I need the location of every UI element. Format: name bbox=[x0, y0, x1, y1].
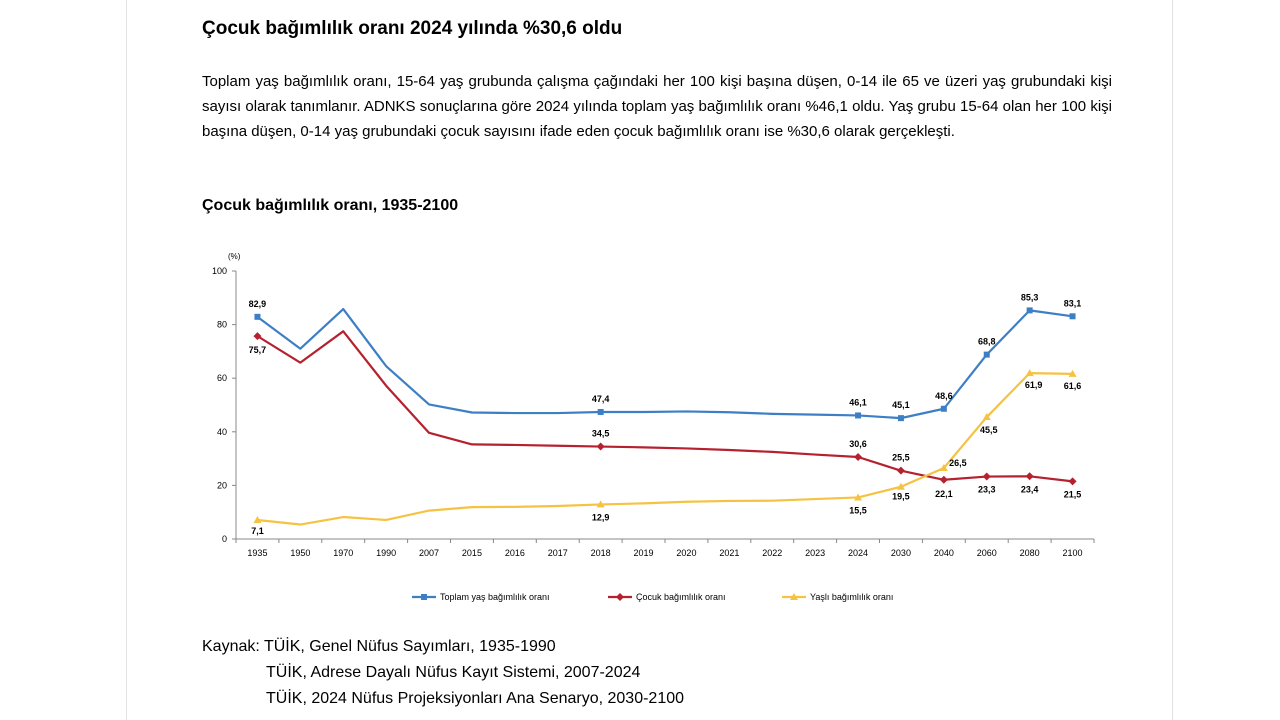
x-tick-label: 2022 bbox=[762, 548, 782, 558]
data-point-total bbox=[855, 412, 862, 419]
data-point-child bbox=[854, 452, 863, 461]
page-border-left bbox=[126, 0, 127, 720]
data-point-elderly bbox=[1025, 369, 1034, 377]
data-label-child: 30,6 bbox=[849, 439, 867, 449]
legend-marker-total bbox=[421, 594, 427, 600]
legend-marker-elderly bbox=[790, 593, 798, 600]
data-label-elderly: 45,5 bbox=[980, 425, 998, 435]
y-tick-label: 60 bbox=[217, 373, 227, 383]
data-point-child bbox=[896, 466, 905, 475]
series-line-child bbox=[256, 330, 1073, 483]
data-point-child bbox=[982, 472, 991, 481]
data-point-total bbox=[897, 415, 904, 422]
data-point-elderly bbox=[854, 493, 863, 501]
data-label-elderly: 61,9 bbox=[1025, 380, 1043, 390]
x-tick-label: 1950 bbox=[290, 548, 310, 558]
x-tick-label: 1935 bbox=[247, 548, 267, 558]
x-tick-label: 2023 bbox=[805, 548, 825, 558]
x-tick-label: 2021 bbox=[719, 548, 739, 558]
source-line-3: TÜİK, 2024 Nüfus Projeksiyonları Ana Sen… bbox=[266, 690, 685, 707]
data-point-child bbox=[939, 475, 948, 484]
x-tick-label: 2100 bbox=[1063, 548, 1083, 558]
data-label-child: 34,5 bbox=[592, 429, 610, 439]
x-tick-label: 2019 bbox=[634, 548, 654, 558]
data-point-elderly bbox=[1068, 369, 1077, 377]
x-tick-label: 2040 bbox=[934, 548, 954, 558]
x-tick-label: 2017 bbox=[548, 548, 568, 558]
source-line-1: Kaynak: TÜİK, Genel Nüfus Sayımları, 193… bbox=[202, 634, 684, 660]
legend-marker-child bbox=[616, 593, 624, 601]
data-label-total: 82,9 bbox=[249, 299, 267, 309]
data-point-total bbox=[983, 351, 990, 358]
data-point-elderly bbox=[596, 500, 605, 508]
x-tick-label: 2030 bbox=[891, 548, 911, 558]
data-label-total: 45,1 bbox=[892, 400, 910, 410]
data-point-elderly bbox=[939, 463, 948, 471]
chart-title: Çocuk bağımlılık oranı, 1935-2100 bbox=[202, 197, 459, 214]
data-label-elderly: 7,1 bbox=[251, 526, 264, 536]
legend-label-elderly: Yaşlı bağımlılık oranı bbox=[810, 592, 893, 602]
data-label-total: 48,6 bbox=[935, 391, 953, 401]
data-point-child bbox=[1068, 477, 1077, 486]
data-label-total: 68,8 bbox=[978, 337, 996, 347]
data-point-total bbox=[1069, 313, 1076, 320]
data-point-elderly bbox=[896, 482, 905, 490]
data-label-elderly: 12,9 bbox=[592, 512, 610, 522]
data-point-total bbox=[597, 408, 604, 415]
data-label-child: 23,4 bbox=[1021, 484, 1039, 494]
y-tick-label: 100 bbox=[212, 266, 227, 276]
x-tick-label: 2015 bbox=[462, 548, 482, 558]
data-point-child bbox=[596, 442, 605, 451]
series-line-elderly bbox=[257, 372, 1073, 526]
y-tick-label: 0 bbox=[222, 534, 227, 544]
legend-label-total: Toplam yaş bağımlılık oranı bbox=[440, 592, 550, 602]
y-tick-label: 80 bbox=[217, 320, 227, 330]
data-label-total: 85,3 bbox=[1021, 292, 1039, 302]
data-label-total: 83,1 bbox=[1064, 298, 1082, 308]
source-text-1: TÜİK, Genel Nüfus Sayımları, 1935-1990 bbox=[263, 638, 556, 655]
data-point-total bbox=[254, 313, 261, 320]
data-label-child: 75,7 bbox=[249, 345, 267, 355]
x-tick-label: 2060 bbox=[977, 548, 997, 558]
source-block: Kaynak: TÜİK, Genel Nüfus Sayımları, 193… bbox=[202, 634, 684, 712]
data-point-total bbox=[940, 405, 947, 412]
source-label: Kaynak: bbox=[202, 638, 260, 655]
x-tick-label: 1990 bbox=[376, 548, 396, 558]
data-label-child: 21,5 bbox=[1064, 489, 1082, 499]
y-axis-unit-label: (%) bbox=[228, 252, 241, 261]
data-label-child: 23,3 bbox=[978, 485, 996, 495]
x-tick-label: 2018 bbox=[591, 548, 611, 558]
x-tick-label: 2020 bbox=[676, 548, 696, 558]
data-label-elderly: 15,5 bbox=[849, 505, 867, 515]
data-label-child: 22,1 bbox=[935, 489, 953, 499]
x-tick-label: 1970 bbox=[333, 548, 353, 558]
y-tick-label: 20 bbox=[217, 480, 227, 490]
data-point-child bbox=[253, 332, 262, 341]
data-label-elderly: 26,5 bbox=[949, 458, 967, 468]
page-border-right bbox=[1172, 0, 1173, 720]
series-line-total bbox=[256, 307, 1073, 420]
data-label-child: 25,5 bbox=[892, 453, 910, 463]
data-label-total: 47,4 bbox=[592, 394, 610, 404]
x-tick-label: 2016 bbox=[505, 548, 525, 558]
x-tick-label: 2024 bbox=[848, 548, 868, 558]
legend-label-child: Çocuk bağımlılık oranı bbox=[636, 592, 726, 602]
x-tick-label: 2007 bbox=[419, 548, 439, 558]
data-label-total: 46,1 bbox=[849, 397, 867, 407]
data-label-elderly: 61,6 bbox=[1064, 381, 1082, 391]
data-point-total bbox=[1026, 307, 1033, 314]
x-tick-label: 2080 bbox=[1020, 548, 1040, 558]
data-point-elderly bbox=[982, 413, 991, 421]
intro-paragraph: Toplam yaş bağımlılık oranı, 15-64 yaş g… bbox=[202, 73, 1112, 140]
y-tick-label: 40 bbox=[217, 427, 227, 437]
data-label-elderly: 19,5 bbox=[892, 492, 910, 502]
source-line-2: TÜİK, Adrese Dayalı Nüfus Kayıt Sistemi,… bbox=[266, 664, 641, 681]
data-point-child bbox=[1025, 472, 1034, 481]
page-heading: Çocuk bağımlılık oranı 2024 yılında %30,… bbox=[202, 18, 623, 39]
data-point-elderly bbox=[253, 515, 262, 523]
